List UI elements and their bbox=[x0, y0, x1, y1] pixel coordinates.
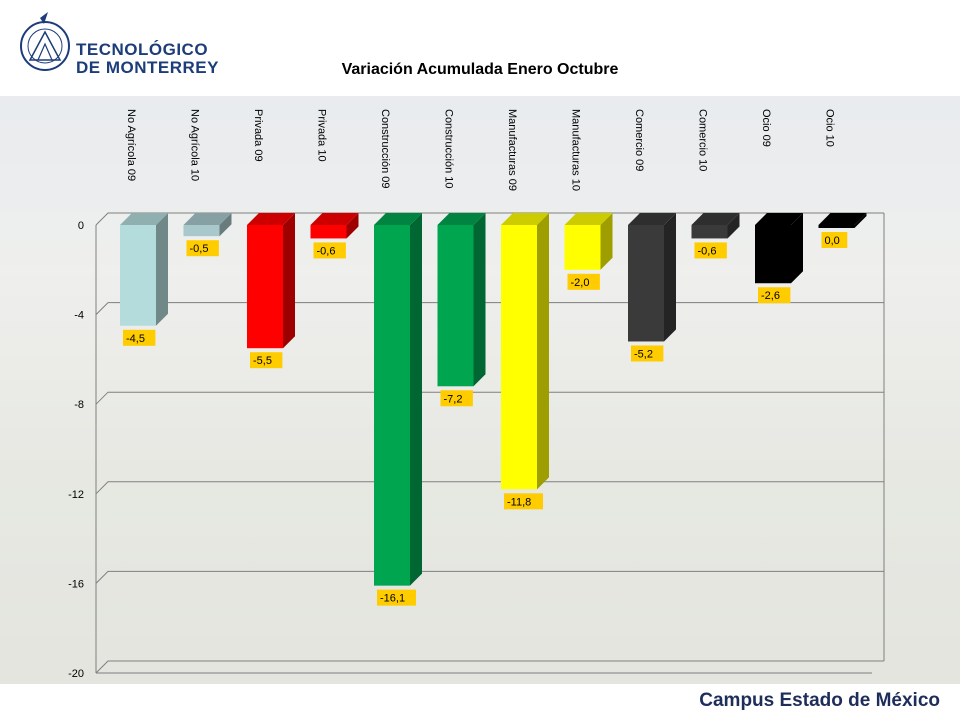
bar bbox=[310, 225, 347, 239]
y-tick-label: -16 bbox=[68, 578, 84, 590]
gridline bbox=[95, 481, 884, 495]
bar-side bbox=[791, 213, 803, 284]
bar-side bbox=[600, 213, 613, 270]
bar-top bbox=[183, 213, 232, 225]
data-label: -5,5 bbox=[253, 355, 272, 367]
chart-title: Variación Acumulada Enero Octubre bbox=[341, 61, 619, 78]
category-label: Comercio 10 bbox=[697, 109, 709, 171]
bar-top bbox=[501, 213, 549, 225]
data-label-box bbox=[821, 232, 848, 248]
campus-background-photo bbox=[0, 96, 960, 684]
gridline bbox=[95, 302, 884, 315]
data-label-box bbox=[504, 493, 543, 510]
bar-side bbox=[346, 213, 359, 239]
bar-side bbox=[473, 213, 486, 387]
y-tick-label: -4 bbox=[74, 310, 84, 322]
bar-top bbox=[691, 213, 740, 225]
bar-side bbox=[283, 213, 295, 349]
data-label: -2,6 bbox=[761, 290, 780, 302]
bar-side bbox=[156, 213, 168, 326]
tec-logo: TECNOLÓGICO DE MONTERREY bbox=[18, 8, 218, 82]
category-label: Construcción 09 bbox=[379, 109, 391, 189]
tec-seal-icon bbox=[20, 12, 70, 71]
data-label-box bbox=[758, 287, 791, 304]
category-label: Privada 09 bbox=[252, 109, 264, 162]
bar-top bbox=[564, 213, 613, 225]
bar-top bbox=[437, 213, 486, 225]
bar-side bbox=[410, 213, 422, 586]
data-label-box bbox=[377, 589, 416, 606]
bar bbox=[755, 225, 791, 284]
data-label: -11,8 bbox=[507, 496, 531, 508]
bar bbox=[437, 225, 474, 387]
category-label: Construcción 10 bbox=[443, 109, 455, 189]
gridline bbox=[95, 660, 884, 674]
category-label: Ocio 10 bbox=[824, 109, 836, 147]
data-label: -5,2 bbox=[634, 348, 653, 360]
data-label-box bbox=[123, 329, 156, 346]
bar-top bbox=[247, 213, 295, 225]
gridline bbox=[95, 391, 884, 405]
category-label: Privada 10 bbox=[316, 109, 328, 162]
data-label: -16,1 bbox=[380, 593, 405, 605]
bar-side bbox=[854, 213, 867, 228]
campus-name: Campus Estado de México bbox=[699, 690, 940, 711]
category-label: Manufacturas 09 bbox=[506, 109, 518, 191]
y-tick-label: -20 bbox=[68, 668, 84, 680]
y-tick-label: -8 bbox=[74, 399, 84, 411]
data-label: -0,6 bbox=[698, 245, 717, 257]
data-label-box bbox=[250, 352, 283, 369]
category-label: No Agrícola 09 bbox=[125, 109, 137, 181]
bar-side bbox=[219, 213, 232, 237]
category-label: Comercio 09 bbox=[633, 109, 645, 171]
bar-top bbox=[374, 213, 422, 225]
data-label: -4,5 bbox=[126, 333, 145, 345]
brand-name-line1: TECNOLÓGICO bbox=[76, 40, 209, 59]
bar bbox=[818, 225, 855, 228]
bar-top bbox=[120, 213, 168, 225]
bar bbox=[183, 225, 220, 237]
y-tick-label: -12 bbox=[68, 489, 84, 501]
gridline bbox=[95, 570, 884, 584]
bar bbox=[691, 225, 728, 239]
data-label-box bbox=[440, 390, 473, 407]
footer-bar: Campus Estado de México bbox=[0, 684, 960, 720]
data-label-box bbox=[567, 273, 600, 290]
brand-name-line2: DE MONTERREY bbox=[76, 58, 219, 77]
data-label-box bbox=[186, 240, 219, 257]
category-label: No Agrícola 10 bbox=[189, 109, 201, 181]
bar-top bbox=[310, 213, 359, 225]
data-label-box bbox=[631, 345, 664, 362]
data-label: -0,5 bbox=[190, 243, 209, 255]
bar-top bbox=[755, 213, 803, 225]
data-label-box bbox=[313, 242, 346, 259]
gridline bbox=[95, 212, 884, 226]
bar bbox=[564, 225, 601, 270]
data-label: -7,2 bbox=[444, 393, 463, 405]
bar-side bbox=[727, 213, 740, 239]
category-label: Ocio 09 bbox=[760, 109, 772, 147]
bar-side bbox=[537, 213, 549, 490]
bar bbox=[628, 225, 664, 342]
bar-side bbox=[664, 213, 676, 342]
bar bbox=[501, 225, 537, 490]
data-label-box bbox=[694, 242, 727, 259]
data-label: -2,0 bbox=[571, 277, 590, 289]
bar bbox=[374, 225, 410, 586]
category-label: Manufacturas 10 bbox=[570, 109, 582, 191]
data-label: 0,0 bbox=[825, 235, 840, 247]
bar bbox=[247, 225, 283, 349]
bar-top bbox=[818, 213, 867, 225]
bar bbox=[120, 225, 156, 326]
bar-top bbox=[628, 213, 676, 225]
data-label: -0,6 bbox=[317, 245, 336, 257]
y-tick-label: 0 bbox=[78, 220, 84, 232]
